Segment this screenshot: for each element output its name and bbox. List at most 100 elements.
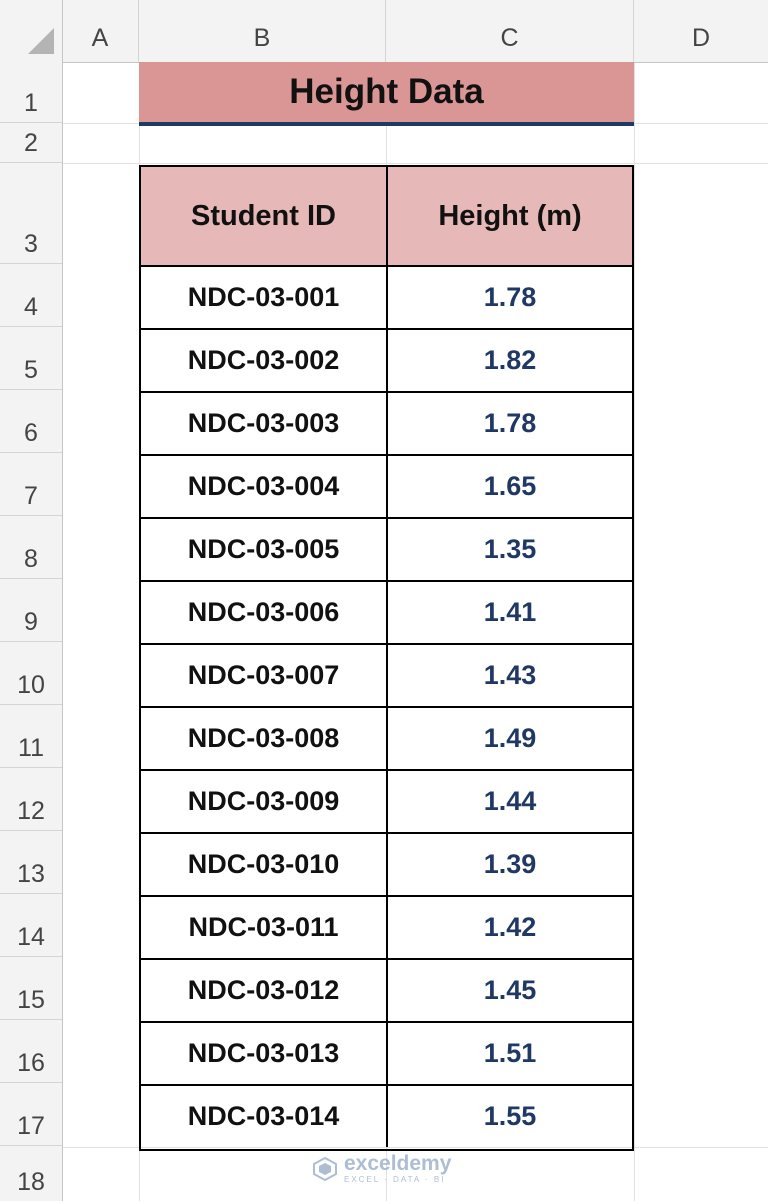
row-header[interactable]: 12: [0, 768, 62, 831]
column-header-c[interactable]: C: [386, 0, 634, 62]
table-body: NDC-03-001 1.78 NDC-03-002 1.82 NDC-03-003 1.…: [141, 267, 632, 1149]
student-id-cell[interactable]: NDC-03-004: [141, 456, 388, 519]
row-number: 11: [18, 734, 44, 762]
row-header[interactable]: 18: [0, 1146, 62, 1201]
header-student-id[interactable]: Student ID: [141, 167, 388, 267]
height-cell[interactable]: 1.41: [388, 582, 632, 645]
table-row: NDC-03-008 1.49: [141, 708, 632, 771]
row-number: 8: [24, 545, 38, 573]
row-number: 1: [24, 89, 38, 117]
row-number: 13: [17, 860, 45, 888]
exceldemy-logo-icon: [312, 1156, 338, 1182]
table-row: NDC-03-009 1.44: [141, 771, 632, 834]
row-number: 14: [17, 923, 45, 951]
height-cell[interactable]: 1.82: [388, 330, 632, 393]
student-id-cell[interactable]: NDC-03-009: [141, 771, 388, 834]
title-cell[interactable]: Height Data: [139, 62, 634, 126]
table-header: Student ID Height (m): [141, 167, 632, 267]
row-number: 16: [17, 1049, 45, 1077]
height-cell[interactable]: 1.44: [388, 771, 632, 834]
table-row: NDC-03-003 1.78: [141, 393, 632, 456]
student-id-cell[interactable]: NDC-03-003: [141, 393, 388, 456]
row-header[interactable]: 3: [0, 163, 62, 264]
row-header[interactable]: 5: [0, 327, 62, 390]
row-number: 12: [17, 797, 45, 825]
row-number: 10: [17, 671, 45, 699]
student-id-cell[interactable]: NDC-03-011: [141, 897, 388, 960]
row-number: 4: [24, 293, 38, 321]
table-row: NDC-03-012 1.45: [141, 960, 632, 1023]
row-number: 17: [17, 1112, 45, 1140]
student-id-cell[interactable]: NDC-03-006: [141, 582, 388, 645]
student-id-cell[interactable]: NDC-03-002: [141, 330, 388, 393]
student-id-cell[interactable]: NDC-03-012: [141, 960, 388, 1023]
student-id-cell[interactable]: NDC-03-014: [141, 1086, 388, 1147]
watermark-tagline: EXCEL · DATA · BI: [344, 1175, 446, 1184]
row-number: 5: [24, 356, 38, 384]
row-header[interactable]: 6: [0, 390, 62, 453]
row-header[interactable]: 1: [0, 62, 62, 123]
height-cell[interactable]: 1.55: [483, 1101, 537, 1131]
row-number: 18: [17, 1168, 45, 1196]
row-header[interactable]: 16: [0, 1020, 62, 1083]
header-height[interactable]: Height (m): [388, 167, 632, 267]
student-id-cell[interactable]: NDC-03-007: [141, 645, 388, 708]
table-row: NDC-03-004 1.65: [141, 456, 632, 519]
column-header-a[interactable]: A: [62, 0, 139, 62]
table-row: NDC-03-014 1.55: [141, 1086, 632, 1149]
row-header[interactable]: 2: [0, 123, 62, 163]
row-header-bar: 1 2 3 4 5 6 7 8 9 10 11 12 13 14 15 16 1…: [0, 62, 63, 1201]
student-id-cell[interactable]: NDC-03-010: [141, 834, 388, 897]
student-id-cell[interactable]: NDC-03-013: [141, 1023, 388, 1086]
row-header[interactable]: 11: [0, 705, 62, 768]
row-header[interactable]: 8: [0, 516, 62, 579]
student-id-cell[interactable]: NDC-03-008: [141, 708, 388, 771]
gridline: [634, 62, 635, 1201]
exceldemy-watermark: exceldemy EXCEL · DATA · BI: [312, 1153, 451, 1184]
table-row: NDC-03-006 1.41: [141, 582, 632, 645]
table-row: NDC-03-011 1.42: [141, 897, 632, 960]
height-cell[interactable]: 1.42: [388, 897, 632, 960]
student-id-cell[interactable]: NDC-03-005: [141, 519, 388, 582]
table-row: NDC-03-005 1.35: [141, 519, 632, 582]
row-header[interactable]: 15: [0, 957, 62, 1020]
height-cell[interactable]: 1.35: [388, 519, 632, 582]
select-all-button[interactable]: [0, 0, 63, 62]
gridline: [62, 1147, 768, 1148]
row-header[interactable]: 10: [0, 642, 62, 705]
height-cell[interactable]: 1.78: [388, 393, 632, 456]
select-all-icon: [28, 28, 54, 54]
row-header[interactable]: 4: [0, 264, 62, 327]
height-cell[interactable]: 1.65: [388, 456, 632, 519]
row-number: 15: [17, 986, 45, 1014]
row-header[interactable]: 13: [0, 831, 62, 894]
height-cell[interactable]: 1.45: [388, 960, 632, 1023]
watermark-name: exceldemy: [344, 1152, 452, 1175]
gridline: [62, 163, 768, 164]
row-number: 7: [24, 482, 38, 510]
row-number: 9: [24, 608, 38, 636]
height-cell[interactable]: 1.39: [388, 834, 632, 897]
height-cell[interactable]: 1.51: [388, 1023, 632, 1086]
row-number: 3: [24, 230, 38, 258]
column-header-b[interactable]: B: [139, 0, 386, 62]
table-header-row: Student ID Height (m): [141, 167, 632, 267]
height-data-table: Student ID Height (m) NDC-03-001 1.78 NDC-…: [139, 165, 634, 1151]
height-cell[interactable]: 1.49: [388, 708, 632, 771]
student-id-cell[interactable]: NDC-03-001: [141, 267, 388, 330]
column-header-bar: A B C D: [0, 0, 768, 63]
table-row: NDC-03-002 1.82: [141, 330, 632, 393]
row-header[interactable]: 7: [0, 453, 62, 516]
height-cell[interactable]: 1.43: [388, 645, 632, 708]
row-header[interactable]: 9: [0, 579, 62, 642]
table-row: NDC-03-013 1.51: [141, 1023, 632, 1086]
table-row: NDC-03-007 1.43: [141, 645, 632, 708]
height-cell[interactable]: 1.78: [388, 267, 632, 330]
table-row: NDC-03-010 1.39: [141, 834, 632, 897]
row-header[interactable]: 17: [0, 1083, 62, 1146]
row-number: 6: [24, 419, 38, 447]
row-header[interactable]: 14: [0, 894, 62, 957]
column-header-d[interactable]: D: [691, 24, 711, 52]
table-row: NDC-03-001 1.78: [141, 267, 632, 330]
